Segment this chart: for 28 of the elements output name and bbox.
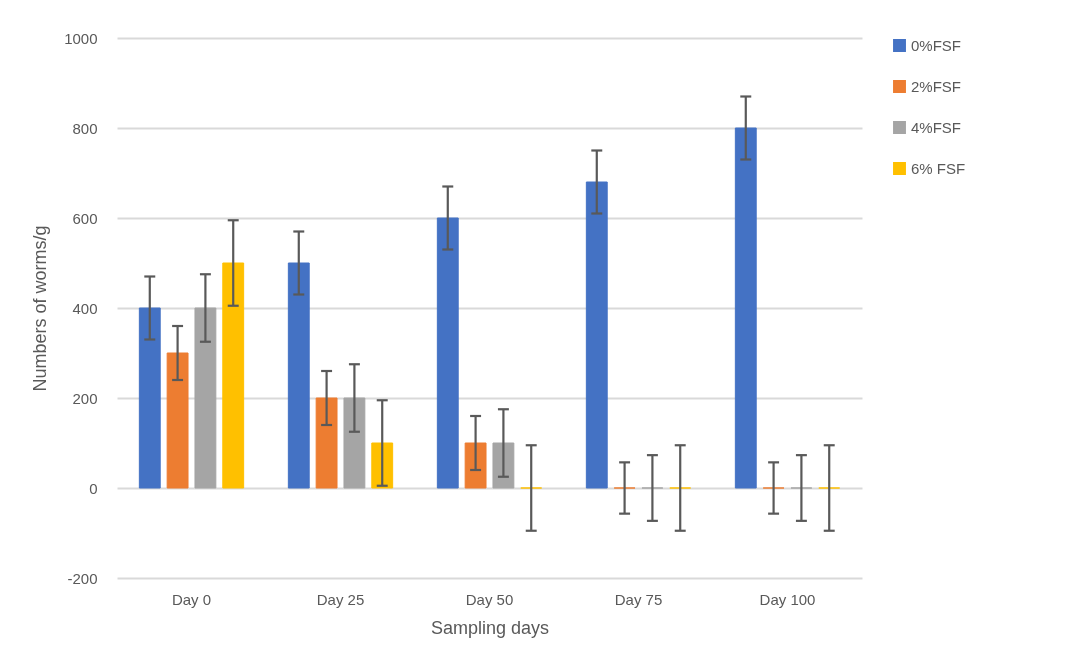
y-tick-label: 1000 xyxy=(64,29,98,47)
x-tick-label: Day 75 xyxy=(614,590,663,608)
y-tick-label: 400 xyxy=(72,299,98,317)
bar xyxy=(343,397,366,489)
x-tick-label: Day 50 xyxy=(465,590,514,608)
bar xyxy=(287,262,310,489)
y-tick-label: 600 xyxy=(72,209,98,227)
legend-label: 0%FSF xyxy=(911,36,962,54)
bar xyxy=(734,127,757,489)
bar xyxy=(194,307,217,489)
bar xyxy=(585,181,608,489)
y-tick-label: 0 xyxy=(89,479,98,497)
bar xyxy=(222,262,245,489)
y-axis-title: Numbers of worms/g xyxy=(30,225,51,392)
x-tick-label: Day 25 xyxy=(316,590,365,608)
y-tick-label: -200 xyxy=(67,569,98,587)
legend-label: 2%FSF xyxy=(911,77,962,95)
y-tick-label: 800 xyxy=(72,119,98,137)
legend-label: 6% FSF xyxy=(911,159,966,177)
bar xyxy=(138,307,161,489)
legend-label: 4%FSF xyxy=(911,118,962,136)
x-tick-label: Day 0 xyxy=(171,590,212,608)
bar xyxy=(436,217,459,489)
x-tick-label: Day 100 xyxy=(759,590,816,608)
y-tick-label: 200 xyxy=(72,389,98,407)
bar xyxy=(315,397,338,489)
x-axis-title: Sampling days xyxy=(430,617,550,638)
bar xyxy=(166,352,189,489)
